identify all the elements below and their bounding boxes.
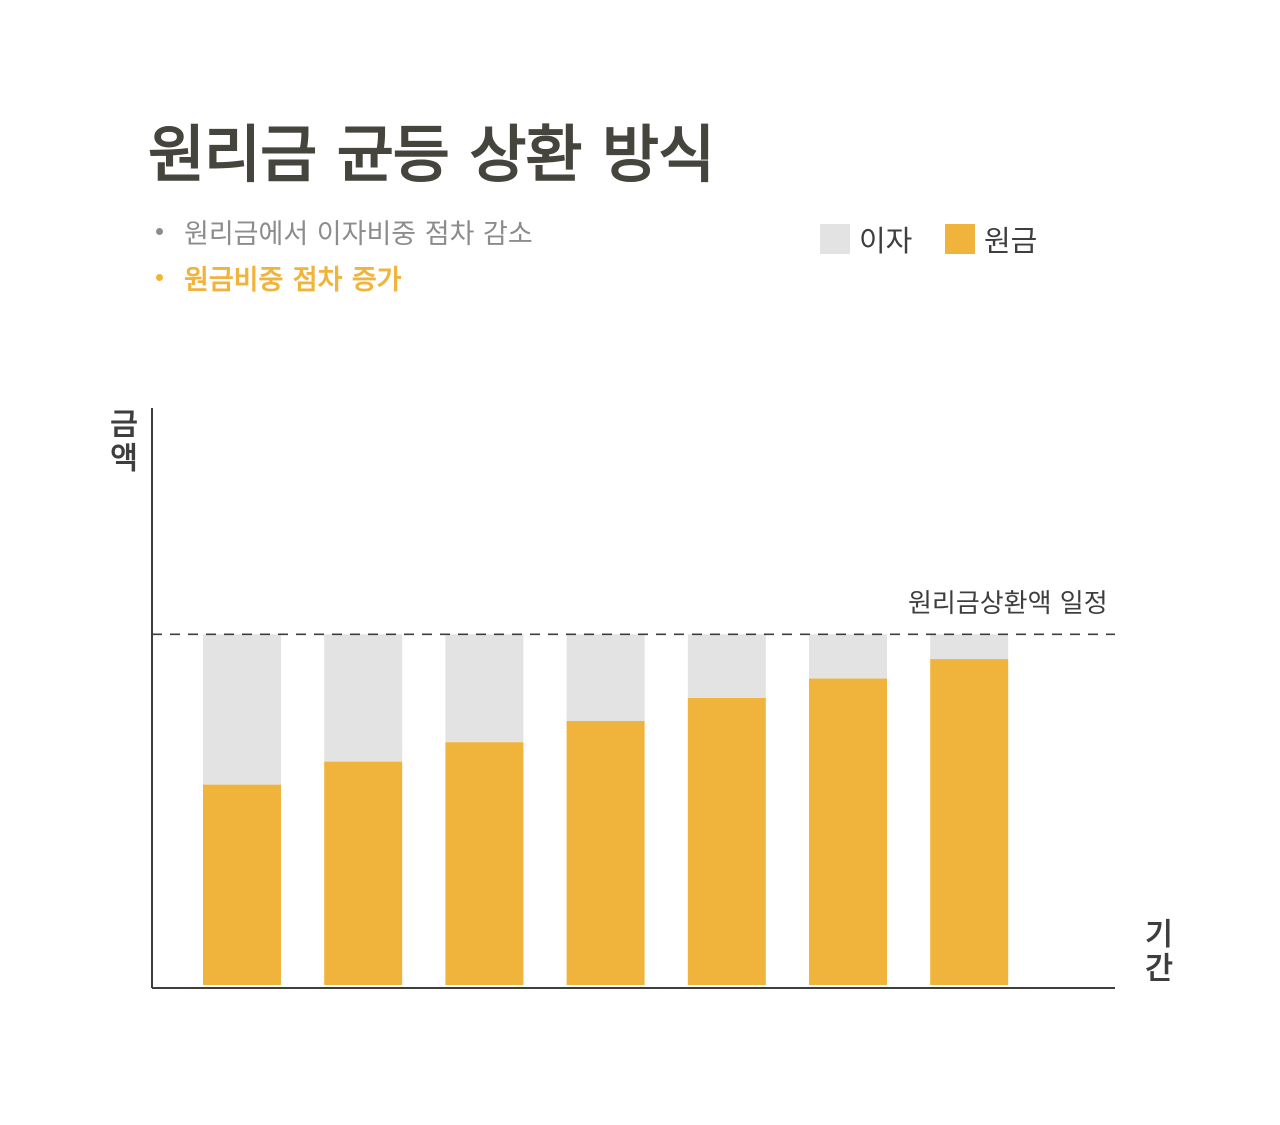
bar-principal-3 <box>445 742 524 985</box>
bullet-dot-icon <box>156 228 163 235</box>
legend-label-interest: 이자 <box>859 224 913 258</box>
bar-principal-6 <box>809 678 887 985</box>
note-text: 원리금에서 이자비중 점차 감소 <box>184 219 533 250</box>
bar-interest-7 <box>930 634 1009 660</box>
bar-principal-1 <box>203 784 281 985</box>
note-interest-decrease: 원리금에서 이자비중 점차 감소 <box>156 212 533 251</box>
legend-item-interest: 이자 <box>820 218 912 260</box>
bullet-dot-icon <box>156 274 163 281</box>
bar-interest-6 <box>809 634 887 679</box>
bar-interest-2 <box>324 634 403 762</box>
reference-line-label: 원리금상환액 일정 <box>908 589 1108 619</box>
legend-swatch-principal <box>945 224 975 254</box>
bar-principal-7 <box>930 659 1009 985</box>
note-principal-increase: 원금비중 점차 증가 <box>156 258 402 297</box>
chart-title: 원리금 균등 상환 방식 <box>148 118 715 191</box>
bar-interest-5 <box>687 634 766 698</box>
note-text: 원금비중 점차 증가 <box>184 265 402 296</box>
y-axis-label: 금액 <box>103 408 138 476</box>
bar-interest-3 <box>445 634 524 743</box>
legend-item-principal: 원금 <box>945 218 1037 260</box>
bar-principal-4 <box>566 720 645 985</box>
bar-interest-4 <box>566 634 645 721</box>
x-axis-label: 기간 <box>1138 918 1173 986</box>
bar-principal-2 <box>324 761 403 985</box>
bars-group <box>203 634 1009 985</box>
legend-label-principal: 원금 <box>984 224 1038 258</box>
bar-interest-1 <box>203 634 281 785</box>
legend-swatch-interest <box>820 224 850 254</box>
bar-principal-5 <box>687 698 766 985</box>
